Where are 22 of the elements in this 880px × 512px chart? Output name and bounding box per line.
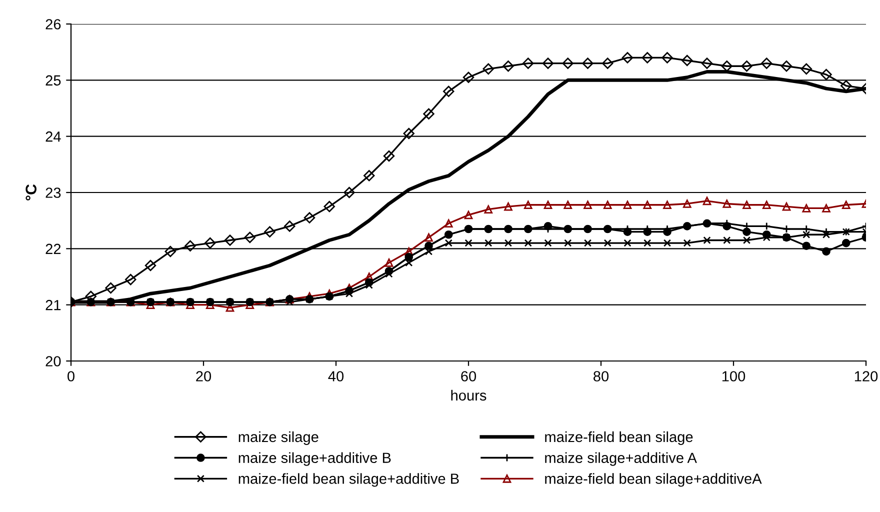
x-tick-label: 80: [594, 371, 609, 382]
legend-label: maize silage+additive A: [545, 452, 697, 466]
y-tick-label: 20: [46, 356, 61, 366]
y-tick-label: 24: [46, 131, 61, 142]
x-tick-label: 60: [461, 371, 476, 382]
x-tick-label: 100: [722, 371, 746, 382]
legend-label: maize-field bean silage+additive B: [238, 473, 459, 487]
y-tick-label: 22: [46, 244, 61, 254]
x-axis-title: hours: [451, 390, 486, 401]
y-tick-label: 21: [46, 300, 61, 310]
y-tick-label: 23: [46, 188, 61, 198]
y-tick-label: 26: [46, 19, 61, 30]
x-tick-label: 120: [854, 371, 878, 382]
x-tick-label: 40: [328, 371, 344, 382]
legend-label: maize-field bean silage: [545, 431, 693, 446]
legend-label: maize silage+additive B: [238, 452, 391, 466]
legend-label: maize silage: [238, 431, 318, 446]
x-tick-label: 20: [196, 371, 212, 382]
y-tick-label: 25: [46, 75, 61, 86]
legend-label: maize-field bean silage+additiveA: [545, 473, 762, 487]
x-tick-label: 0: [68, 371, 74, 382]
y-axis-title: °C: [26, 184, 36, 200]
